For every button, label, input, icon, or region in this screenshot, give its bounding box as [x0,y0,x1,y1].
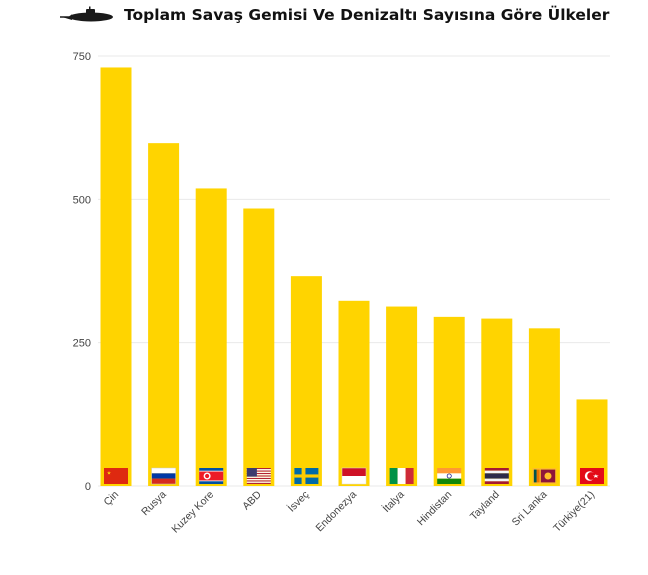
flags [104,467,604,485]
x-tick-label: Endonezya [313,489,359,535]
x-tick-label: İsveç [285,488,312,515]
bar-kuzey-kore [195,188,227,486]
bar-isvec [290,276,322,486]
x-tick-label: Türkiye(21) [551,489,597,535]
sweden-flag [294,468,319,484]
x-tick-label: Tayland [468,489,502,523]
north-korea-flag [199,468,224,484]
y-tick-label: 250 [73,338,91,350]
x-tick-label: İtalya [380,488,407,515]
bar-abd [243,208,275,487]
italy-flag [389,468,414,484]
x-tick-label: Çin [101,489,121,509]
bar-endonezya [338,300,370,486]
submarine-icon [60,6,113,22]
bar-sri-lanka [528,328,560,486]
china-flag [104,468,128,484]
bar-hindistan [433,316,465,486]
y-tick-label: 750 [73,51,91,63]
bar-cin [100,67,132,486]
x-tick-label: Rusya [139,489,169,519]
x-tick-label: Sri Lanka [510,489,550,529]
turkey-flag [580,468,604,484]
bar-italya [386,306,418,486]
y-tick-label: 0 [85,481,91,493]
y-tick-label: 500 [73,194,91,206]
chart-title: Toplam Savaş Gemisi Ve Denizaltı Sayısın… [124,6,610,24]
bar-rusya [148,143,180,486]
usa-flag [246,468,271,484]
x-axis: Çin Rusya Kuzey Kore ABD İsveç Endonezya İtaly… [101,488,597,536]
chart-header: Toplam Savaş Gemisi Ve Denizaltı Sayısın… [60,6,609,24]
thailand-flag [484,468,509,484]
bar-tayland [481,318,513,486]
bars [100,67,608,487]
y-axis: 0 250 500 750 [73,51,91,493]
x-tick-label: ABD [240,488,264,512]
russia-flag [151,467,176,485]
x-tick-label: Kuzey Kore [169,489,216,536]
sri-lanka-flag [532,468,557,484]
x-tick-label: Hindistan [415,489,455,529]
india-flag [437,468,462,484]
indonesia-flag [341,467,367,485]
